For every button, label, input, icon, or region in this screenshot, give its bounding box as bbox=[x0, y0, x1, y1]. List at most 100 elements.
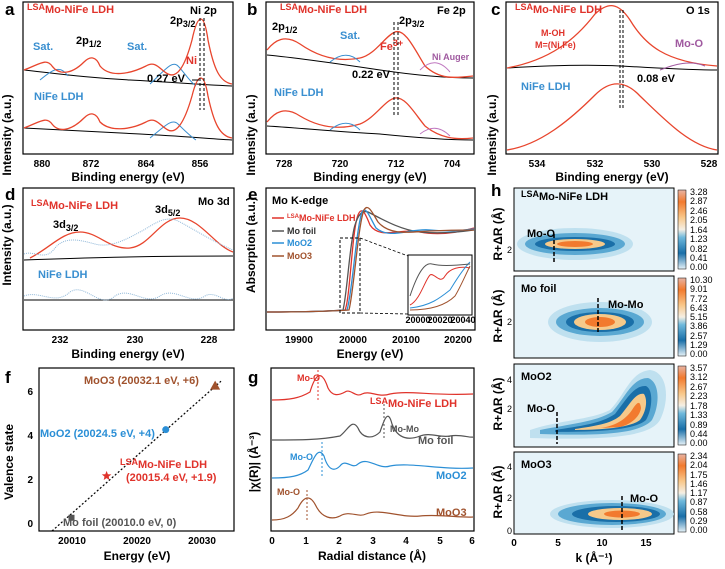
scatter-point-star bbox=[101, 470, 112, 480]
fit-blue-lower-a bbox=[149, 121, 197, 141]
xticks-c: 534 532 530 528 bbox=[529, 159, 718, 170]
wavelet-map-moo2: R+ΔR (Å) MoO2 Mo-O 4 2 3.57 3.12 2.67 2.… bbox=[490, 363, 708, 448]
curve-lsa-g bbox=[271, 375, 474, 401]
xlabel-e: Energy (eV) bbox=[337, 347, 404, 361]
p32-label-a: 2p3/2 bbox=[170, 15, 195, 29]
axes-frame-e bbox=[265, 187, 476, 331]
fit-red-lower-c bbox=[506, 83, 718, 151]
xtick-b-3: 704 bbox=[444, 159, 461, 170]
ylabel-h-3: R+ΔR (Å) bbox=[490, 466, 505, 519]
legend-label-e-3: MoO3 bbox=[287, 251, 312, 261]
ytick-f-3: 6 bbox=[27, 387, 33, 398]
bond-h-0: Mo-O bbox=[527, 228, 556, 240]
xtick-g-0: 0 bbox=[269, 536, 275, 547]
name-foil-g: Mo foil bbox=[418, 435, 453, 447]
fit-line-f bbox=[51, 380, 222, 532]
cb-h-2-5: 1.33 bbox=[690, 410, 708, 420]
axes-frame-f bbox=[38, 367, 235, 532]
title-d: LSAMo-NiFe LDH bbox=[31, 198, 118, 212]
peak-label-moo2-g: Mo-O bbox=[290, 452, 313, 462]
sat1-a: Sat. bbox=[33, 41, 53, 53]
contour-h-2-e bbox=[600, 402, 641, 428]
panel-c: c Intensity (a.u.) LSAMo-NiFe LDH O 1s M… bbox=[485, 0, 719, 184]
ytick-h-1-0: 2 bbox=[507, 317, 512, 327]
curve-moo3-g bbox=[271, 497, 474, 521]
zoom-box-e bbox=[339, 237, 361, 314]
ref-b: NiFe LDH bbox=[274, 87, 324, 99]
axes-frame-b bbox=[265, 1, 475, 155]
scatter-point-circle bbox=[162, 426, 170, 434]
zoom-line-e2 bbox=[359, 312, 409, 315]
p32-label-d: 3d3/2 bbox=[53, 219, 78, 233]
cb-h-1-3: 6.43 bbox=[690, 303, 708, 313]
ytick-h-3-0: 0 bbox=[507, 526, 512, 536]
xtick-h-3: 15 bbox=[640, 538, 652, 549]
colorbar-ticks-h-1: 10.30 9.01 7.72 6.43 5.15 3.86 2.57 1.29… bbox=[690, 275, 713, 359]
title-h-2: MoO2 bbox=[521, 371, 552, 383]
cb-h-1-6: 2.57 bbox=[690, 331, 708, 341]
axes-frame-g bbox=[270, 367, 475, 532]
cb-h-3-6: 0.58 bbox=[690, 507, 708, 517]
scatter-marks-f bbox=[51, 380, 222, 532]
peak-label-foil-g: Mo-Mo bbox=[390, 424, 419, 434]
xlabel-g: Radial distance (Å) bbox=[318, 548, 426, 563]
xlabel-b: Binding energy (eV) bbox=[313, 170, 426, 184]
curve-moo2-g bbox=[271, 451, 474, 479]
xtick-g-1: 1 bbox=[303, 536, 309, 547]
panel-g: g |χ(R)| (Å⁻³) Mo-O LSAMo-NiFe LDH Mo-Mo… bbox=[246, 367, 475, 563]
cb-h-3-3: 1.46 bbox=[690, 479, 708, 489]
title-e: Mo K-edge bbox=[272, 195, 328, 207]
xticks-f: 20010 20020 20030 bbox=[58, 536, 216, 547]
baseline-upper-d bbox=[23, 255, 234, 261]
ylabel-b: Intensity (a.u.) bbox=[244, 94, 258, 175]
title-h-0: LSAMo-NiFe LDH bbox=[521, 189, 608, 203]
cb-h-1-4: 5.15 bbox=[690, 312, 708, 322]
panel-letter-g: g bbox=[248, 368, 258, 387]
data-dotted-upper-d bbox=[23, 218, 234, 256]
ylabel-f: Valence state bbox=[2, 424, 16, 500]
cb-h-3-1: 2.04 bbox=[690, 460, 708, 470]
auger-b: Ni Auger bbox=[432, 52, 470, 62]
cb-h-0-4: 1.64 bbox=[690, 225, 708, 235]
inset-frame-e bbox=[407, 254, 473, 316]
xtick-e-3: 20200 bbox=[444, 335, 472, 346]
baseline-upper-c bbox=[506, 64, 718, 71]
point-label-moo3: MoO3 (20032.1 eV, +6) bbox=[84, 375, 199, 387]
xtick-c-2: 530 bbox=[644, 159, 661, 170]
xtick-g-6: 6 bbox=[469, 536, 475, 547]
name-moo2-g: MoO2 bbox=[436, 470, 467, 482]
xtick-c-1: 532 bbox=[587, 159, 604, 170]
title-a: LSAMo-NiFe LDH bbox=[27, 2, 114, 16]
colorbar-ticks-h-3: 2.34 2.04 1.75 1.46 1.17 0.87 0.58 0.29 … bbox=[690, 451, 708, 535]
xticks-g: 0 1 2 3 4 5 6 bbox=[269, 536, 475, 547]
moo-c: Mo-O bbox=[675, 38, 704, 50]
zoom-line-e1 bbox=[359, 237, 409, 257]
cb-h-0-1: 2.87 bbox=[690, 196, 708, 206]
xtick-h-1: 5 bbox=[555, 538, 561, 549]
panel-letter-a: a bbox=[5, 0, 15, 19]
fit-red-upper-a bbox=[23, 18, 233, 85]
panel-b: b Intensity (a.u.) LSAMo-NiFe LDH Fe 2p … bbox=[244, 0, 475, 184]
cb-h-2-7: 0.44 bbox=[690, 429, 708, 439]
inset-curve-moo3-e bbox=[409, 265, 471, 311]
contour-h-1-e bbox=[585, 317, 615, 327]
shift-a: 0.27 eV bbox=[147, 73, 186, 85]
colorbar-h-3 bbox=[677, 453, 687, 533]
fit-red-upper-d bbox=[29, 217, 234, 259]
fe-ion-b: Fe3+ bbox=[380, 38, 403, 53]
title-h-1: Mo foil bbox=[521, 283, 556, 295]
panel-letter-e: e bbox=[248, 185, 257, 204]
ytick-f-2: 4 bbox=[27, 431, 33, 442]
cb-h-2-0: 3.57 bbox=[690, 363, 708, 373]
ytick-h-2-1: 4 bbox=[507, 375, 512, 385]
ref-c: NiFe LDH bbox=[521, 81, 571, 93]
xtick-e-1: 20000 bbox=[339, 335, 367, 346]
legend-label-e-0: LSAMo-NiFe LDH bbox=[287, 213, 356, 223]
xtick-c-3: 528 bbox=[701, 159, 718, 170]
cb-h-3-5: 0.87 bbox=[690, 497, 708, 507]
cb-h-3-8: 0.00 bbox=[690, 525, 708, 535]
xtick-f-1: 20020 bbox=[123, 536, 151, 547]
axes-frame-d bbox=[22, 187, 235, 331]
xtick-f-0: 20010 bbox=[58, 536, 86, 547]
